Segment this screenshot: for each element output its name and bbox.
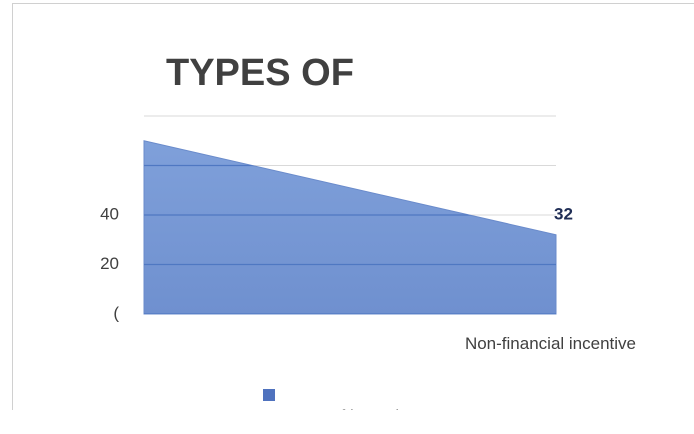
chart-title: TYPES OF xyxy=(166,52,354,94)
data-label: 32 xyxy=(554,204,573,223)
y-tick-label: 20 xyxy=(100,254,119,273)
y-tick-label: 40 xyxy=(100,204,119,223)
chart-frame: TYPES OF (20 40 32 Types of incentives Non-… xyxy=(12,3,694,410)
legend-swatch xyxy=(263,389,275,401)
legend-label: Types of incentives xyxy=(281,406,426,410)
area xyxy=(143,140,557,315)
chart: TYPES OF (20 40 32 Types of incentives xyxy=(100,52,573,410)
x-tick-label: Non-financial incentive xyxy=(464,334,636,353)
y-tick-label: ( xyxy=(113,303,119,322)
